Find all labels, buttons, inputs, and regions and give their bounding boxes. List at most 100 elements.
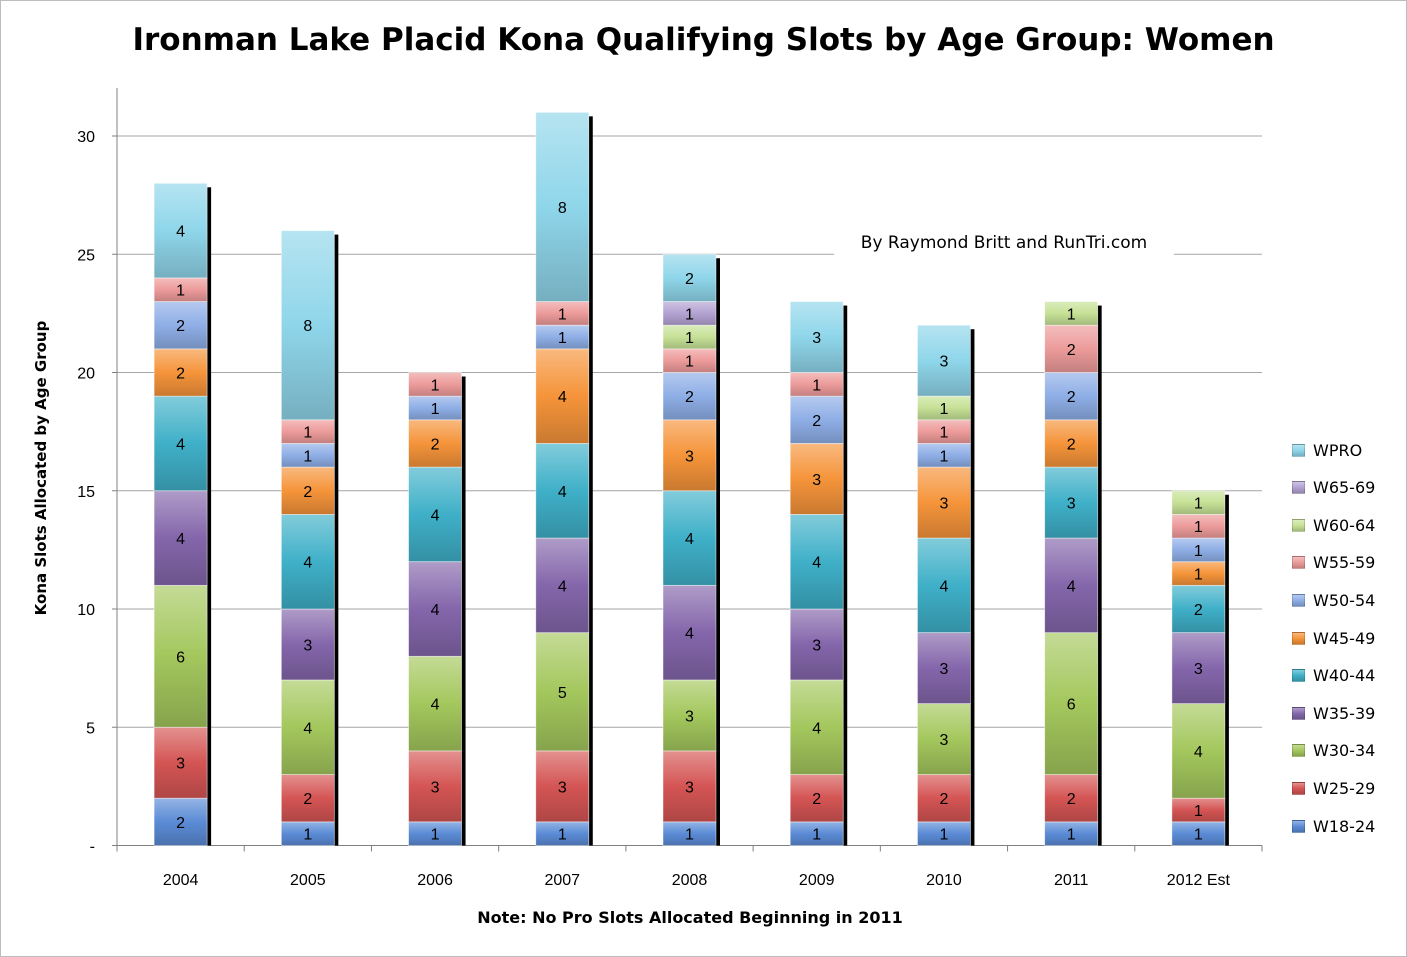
legend-item-w25-29: W25-29 (1292, 778, 1375, 798)
data-label: 4 (558, 484, 567, 501)
bar-segment-w35-39 (280, 608, 335, 681)
data-label: 2 (176, 366, 185, 383)
bar-segment-wpro (917, 324, 971, 397)
data-label: 4 (1067, 578, 1076, 595)
data-label: 1 (431, 827, 440, 844)
x-tick-label: 2005 (290, 872, 326, 889)
data-label: 1 (685, 306, 694, 323)
legend-item-w18-24: W18-24 (1292, 816, 1375, 836)
bar-segment-wpro (280, 230, 335, 421)
x-tick-label: 2007 (544, 872, 580, 889)
bar-segment-w25-29 (662, 750, 717, 823)
data-label: 2 (431, 436, 440, 453)
data-label: 4 (812, 555, 821, 572)
data-label: 3 (939, 732, 948, 749)
bar-segment-w50-54 (153, 301, 208, 350)
x-axis-note: Note: No Pro Slots Allocated Beginning i… (477, 908, 903, 927)
data-label: 2 (176, 318, 185, 335)
data-label: 6 (1067, 697, 1076, 714)
data-label: 4 (431, 602, 440, 619)
chart-title: Ironman Lake Placid Kona Qualifying Slot… (132, 22, 1275, 58)
legend-label: W18-24 (1313, 816, 1376, 836)
legend-label: W40-44 (1313, 666, 1376, 686)
bar-segment-w45-49 (917, 466, 971, 539)
data-label: 1 (303, 827, 312, 844)
data-label: 3 (939, 661, 948, 678)
legend-label: WPRO (1313, 440, 1363, 460)
legend-label: W60-64 (1313, 515, 1376, 535)
bar-segment-w45-49 (789, 443, 844, 515)
bar-segment-w30-34 (408, 655, 462, 752)
data-label: 1 (558, 306, 567, 323)
bar-segment-wpro (662, 253, 717, 302)
data-label: 3 (812, 637, 821, 654)
data-label: 1 (1194, 496, 1203, 513)
data-label: 2 (1067, 436, 1076, 453)
bar-segment-w25-29 (1044, 774, 1099, 823)
data-label: 4 (939, 578, 948, 595)
legend-swatch (1292, 781, 1305, 795)
data-label: 2 (939, 791, 948, 808)
data-label: 4 (558, 578, 567, 595)
data-label: 1 (1194, 519, 1203, 536)
data-label: 1 (1067, 306, 1076, 323)
data-label: 2 (303, 791, 312, 808)
data-label: 1 (1194, 827, 1203, 844)
data-label: 1 (1194, 543, 1203, 560)
y-tick-label: 30 (77, 129, 95, 146)
y-tick-label: 5 (86, 720, 95, 737)
bar-segment-w45-49 (153, 348, 208, 397)
data-label: 1 (303, 425, 312, 442)
data-label: 3 (939, 496, 948, 513)
bar-segment-w30-34 (662, 679, 717, 752)
data-label: 1 (939, 827, 948, 844)
legend-label: W45-49 (1313, 628, 1376, 648)
data-label: 8 (558, 200, 567, 217)
bar-segment-w35-39 (408, 561, 462, 657)
data-label: 3 (303, 637, 312, 654)
data-label: 1 (685, 354, 694, 371)
bar-segment-w40-44 (1044, 466, 1099, 539)
data-label: 2 (1067, 342, 1076, 359)
data-label: 8 (303, 318, 312, 335)
bar-segment-w40-44 (280, 514, 335, 610)
legend-swatch (1292, 744, 1305, 758)
bar-shadow (588, 116, 593, 846)
bar-segment-w25-29 (917, 774, 971, 823)
bar-segment-w30-34 (917, 703, 971, 775)
data-label: 4 (176, 531, 185, 548)
data-label: 3 (1067, 496, 1076, 513)
y-tick-label: 25 (77, 247, 95, 264)
bar-shadow (1224, 494, 1229, 846)
x-tick-label: 2010 (926, 872, 962, 889)
legend-item-w45-49: W45-49 (1292, 628, 1375, 648)
data-label: 2 (303, 484, 312, 501)
data-label: 1 (685, 827, 694, 844)
legend-swatch (1292, 556, 1305, 570)
bar-shadow (334, 234, 339, 846)
legend-swatch (1292, 593, 1305, 607)
y-tick-label: 10 (77, 602, 95, 619)
bar-shadow (716, 258, 720, 846)
bar-segment-w35-39 (917, 632, 971, 705)
data-label: 2 (176, 815, 185, 832)
data-label: 3 (685, 448, 694, 465)
legend-item-w50-54: W50-54 (1292, 590, 1375, 610)
bar-segment-w25-29 (153, 726, 208, 799)
data-label: 4 (176, 436, 185, 453)
legend-label: W65-69 (1313, 478, 1376, 498)
bar-segment-wpro (153, 182, 208, 279)
legend-swatch (1292, 518, 1305, 532)
y-tick-label: - (90, 839, 95, 856)
data-label: 4 (303, 720, 312, 737)
data-label: 2 (1194, 602, 1203, 619)
data-label: 1 (812, 377, 821, 394)
legend-label: W50-54 (1313, 590, 1376, 610)
bar-segment-w50-54 (662, 372, 717, 421)
bar-segment-w35-39 (1171, 632, 1226, 705)
data-label: 1 (303, 448, 312, 465)
bar-segment-w35-39 (535, 537, 590, 634)
bar-segment-w55-59 (1044, 324, 1099, 373)
data-label: 4 (812, 720, 821, 737)
data-label: 1 (558, 330, 567, 347)
